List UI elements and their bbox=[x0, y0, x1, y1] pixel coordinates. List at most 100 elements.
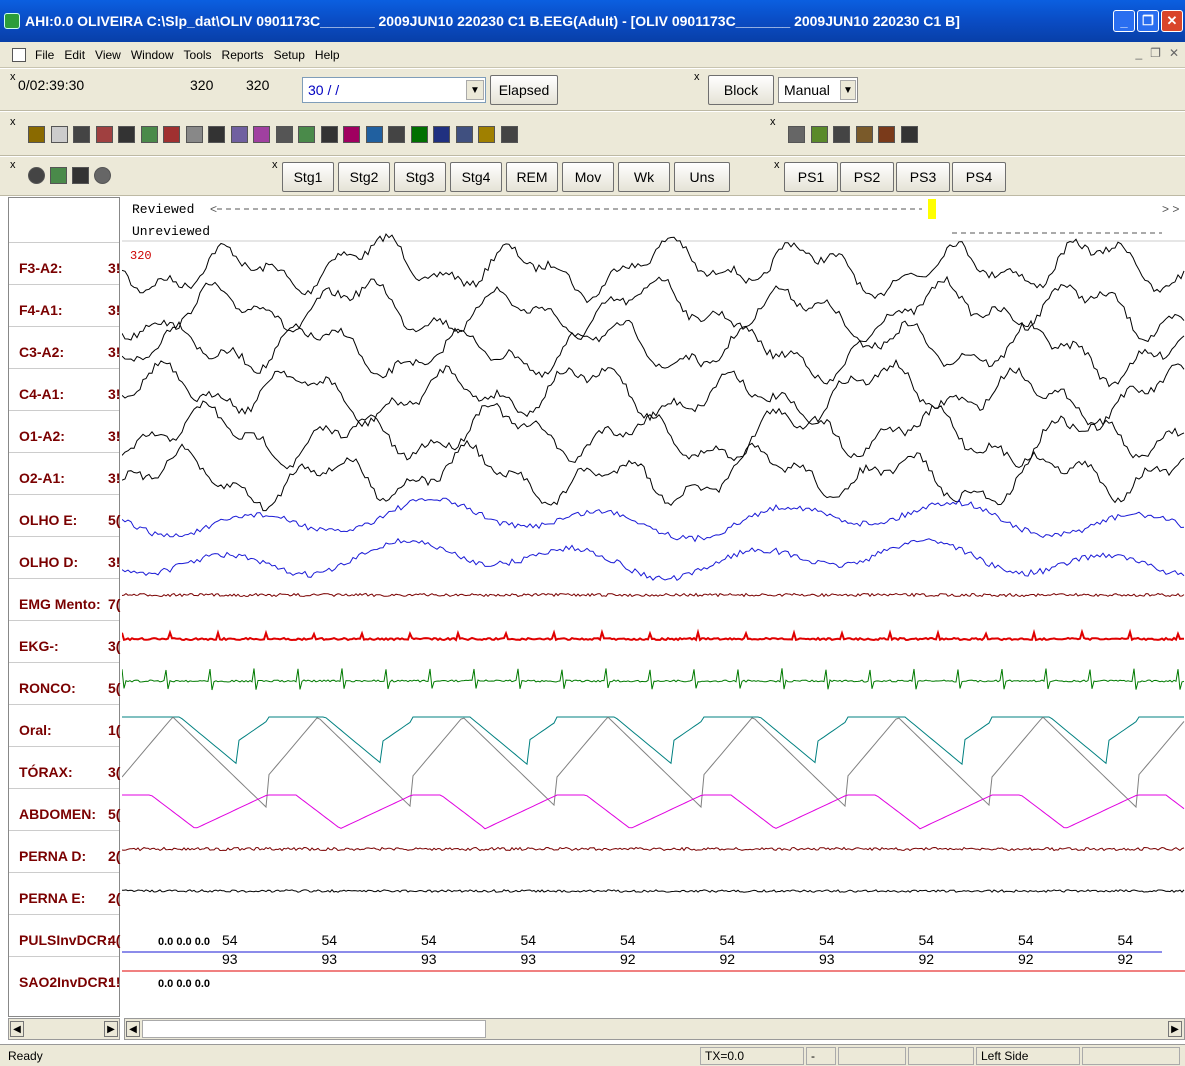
ps-close-icon[interactable]: x bbox=[774, 159, 780, 171]
channel-label[interactable]: PULSInvDCR: bbox=[19, 932, 112, 948]
data-icon[interactable] bbox=[298, 126, 315, 143]
mdi-minimize-button[interactable]: _ bbox=[1135, 46, 1143, 60]
tree-icon[interactable] bbox=[410, 126, 428, 143]
channel-label[interactable]: OLHO E: bbox=[19, 512, 78, 528]
channel-label[interactable]: O2-A1: bbox=[19, 470, 65, 486]
ps-button-ps1[interactable]: PS1 bbox=[784, 162, 838, 192]
minimize-button[interactable]: _ bbox=[1113, 10, 1135, 32]
trace-scroll-left-icon[interactable]: ◀ bbox=[126, 1021, 140, 1037]
channel-label[interactable]: RONCO: bbox=[19, 680, 76, 696]
menu-file[interactable]: File bbox=[35, 47, 55, 62]
ps-button-ps4[interactable]: PS4 bbox=[952, 162, 1006, 192]
stage-toolbar-close-icon[interactable]: x bbox=[10, 159, 16, 171]
channel-label[interactable]: F4-A1: bbox=[19, 302, 63, 318]
boot-icon[interactable] bbox=[878, 126, 895, 143]
channel-label[interactable]: O1-A2: bbox=[19, 428, 65, 444]
stage-button-stg3[interactable]: Stg3 bbox=[394, 162, 446, 192]
document-icon[interactable] bbox=[12, 47, 26, 62]
elapsed-button[interactable]: Elapsed bbox=[490, 75, 558, 105]
graph-icon[interactable] bbox=[365, 126, 383, 143]
channel-label[interactable]: EKG-: bbox=[19, 638, 59, 654]
block-button[interactable]: Block bbox=[708, 75, 774, 105]
mdi-restore-button[interactable]: ❐ bbox=[1150, 46, 1161, 60]
clock-icon[interactable] bbox=[275, 126, 293, 143]
ps-button-ps2[interactable]: PS2 bbox=[840, 162, 894, 192]
globe-icon[interactable] bbox=[28, 167, 45, 184]
stage-button-uns[interactable]: Uns bbox=[674, 162, 730, 192]
epoch-select[interactable]: 30 / / bbox=[302, 77, 486, 103]
timeline-prev-icon[interactable]: < bbox=[210, 202, 217, 216]
grid-icon[interactable] bbox=[185, 126, 203, 143]
maximize-button[interactable]: ❐ bbox=[1137, 10, 1159, 32]
inbox-icon[interactable] bbox=[855, 126, 873, 143]
image-icon[interactable] bbox=[455, 126, 473, 143]
label-scrollbar[interactable] bbox=[8, 1018, 120, 1040]
cycle-icon[interactable] bbox=[500, 126, 518, 143]
view-icon[interactable] bbox=[433, 126, 450, 143]
document-icon[interactable] bbox=[50, 126, 68, 143]
tool-icon[interactable] bbox=[833, 126, 850, 143]
stage-button-stg4[interactable]: Stg4 bbox=[450, 162, 502, 192]
stage-button-stg1[interactable]: Stg1 bbox=[282, 162, 334, 192]
stage-button-stg2[interactable]: Stg2 bbox=[338, 162, 390, 192]
search-icon[interactable] bbox=[94, 167, 111, 184]
list-icon[interactable] bbox=[72, 167, 89, 184]
menu-setup[interactable]: Setup bbox=[273, 47, 305, 62]
menu-help[interactable]: Help bbox=[314, 47, 340, 62]
hypnogram-icon[interactable] bbox=[208, 126, 225, 143]
report-icon[interactable] bbox=[253, 126, 270, 143]
mode-dropdown-icon[interactable]: ▼ bbox=[840, 80, 856, 100]
menu-view[interactable]: View bbox=[95, 47, 121, 62]
status-bar: Ready TX=0.0 - Left Side bbox=[0, 1044, 1185, 1066]
channel-label[interactable]: ABDOMEN: bbox=[19, 806, 96, 822]
channel-label[interactable]: PERNA E: bbox=[19, 890, 86, 906]
menu-tools[interactable]: Tools bbox=[183, 47, 212, 62]
channel-label[interactable]: OLHO D: bbox=[19, 554, 79, 570]
label-scroll-left-icon[interactable]: ◀ bbox=[10, 1021, 24, 1037]
moon-icon[interactable] bbox=[478, 126, 495, 143]
stage-button-rem[interactable]: REM bbox=[506, 162, 558, 192]
sheet-icon[interactable] bbox=[50, 167, 67, 184]
channel-label[interactable]: EMG Mento: bbox=[19, 596, 101, 612]
wave-icon[interactable] bbox=[810, 126, 828, 143]
menu-edit[interactable]: Edit bbox=[64, 47, 86, 62]
channel-label[interactable]: TÓRAX: bbox=[19, 764, 73, 780]
stage-close-icon[interactable]: x bbox=[272, 159, 278, 171]
book-icon[interactable] bbox=[95, 126, 113, 143]
review-marker[interactable] bbox=[928, 199, 936, 219]
timeline-next-icon[interactable]: > > bbox=[1162, 202, 1179, 216]
channel-label[interactable]: PERNA D: bbox=[19, 848, 87, 864]
montage-icon[interactable] bbox=[230, 126, 248, 143]
open-folder-icon[interactable] bbox=[28, 126, 45, 143]
menu-reports[interactable]: Reports bbox=[221, 47, 264, 62]
tools2-toolbar-close-icon[interactable]: x bbox=[770, 116, 776, 128]
channel-label[interactable]: SAO2InvDCR: bbox=[19, 974, 113, 990]
tools-toolbar-close-icon[interactable]: x bbox=[10, 116, 16, 128]
stage-button-mov[interactable]: Mov bbox=[562, 162, 614, 192]
channel-label[interactable]: F3-A2: bbox=[19, 260, 63, 276]
screen-icon[interactable] bbox=[388, 126, 405, 143]
bar-icon[interactable] bbox=[343, 126, 360, 143]
channel-label[interactable]: Oral: bbox=[19, 722, 52, 738]
menu-window[interactable]: Window bbox=[130, 47, 174, 62]
signal-trace-area[interactable]: Reviewed Unreviewed 320 > > < 0.0 0.0 0.… bbox=[122, 197, 1185, 1017]
bookmark-icon[interactable] bbox=[320, 126, 338, 143]
epoch-dropdown-icon[interactable]: ▼ bbox=[466, 80, 484, 100]
lungs-icon[interactable] bbox=[900, 126, 918, 143]
print-icon[interactable] bbox=[73, 126, 90, 143]
close-button[interactable]: ✕ bbox=[1161, 10, 1183, 32]
trace-scroll-thumb[interactable] bbox=[142, 1020, 486, 1038]
toolbar2-close-icon[interactable]: x bbox=[694, 71, 700, 83]
label-scroll-right-icon[interactable]: ▶ bbox=[104, 1021, 118, 1037]
trace-scroll-right-icon[interactable]: ▶ bbox=[1168, 1021, 1182, 1037]
toolbar-close-icon[interactable]: x bbox=[10, 71, 16, 83]
channel-label[interactable]: C3-A2: bbox=[19, 344, 65, 360]
mdi-close-button[interactable]: ✕ bbox=[1168, 46, 1179, 60]
equals-icon[interactable] bbox=[788, 126, 805, 143]
magnify-icon[interactable] bbox=[163, 126, 180, 143]
page-icon[interactable] bbox=[140, 126, 158, 143]
channel-label[interactable]: C4-A1: bbox=[19, 386, 65, 402]
chart-icon[interactable] bbox=[118, 126, 135, 143]
stage-button-wk[interactable]: Wk bbox=[618, 162, 670, 192]
ps-button-ps3[interactable]: PS3 bbox=[896, 162, 950, 192]
